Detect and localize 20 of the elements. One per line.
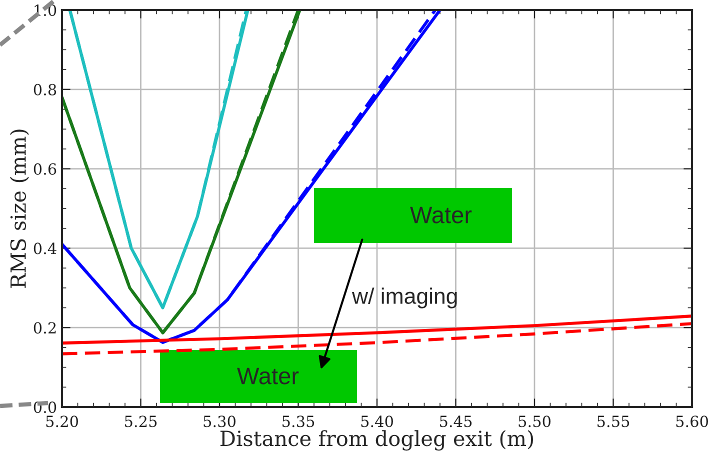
y-tick-label: 0.2 (34, 322, 56, 334)
x-axis-title: Distance from dogleg exit (m) (220, 430, 534, 451)
x-tick-label: 5.25 (125, 416, 157, 428)
y-tick-label: 0.6 (34, 163, 56, 175)
x-tick-label: 5.40 (361, 416, 393, 428)
y-axis-title: RMS size (mm) (10, 130, 29, 288)
x-tick-label: 5.60 (676, 416, 708, 428)
x-tick-label: 5.30 (204, 416, 236, 428)
annotation: Water (410, 206, 472, 224)
y-tick-label: 0.8 (34, 84, 56, 96)
line-series (62, 314, 692, 345)
annotation: Water (237, 368, 299, 384)
x-tick-label: 5.20 (46, 416, 78, 428)
line-series (62, 322, 692, 356)
x-tick-label: 5.45 (440, 416, 472, 428)
y-tick-label: 0.4 (34, 242, 56, 254)
x-tick-label: 5.55 (598, 416, 630, 428)
x-tick-label: 5.50 (518, 416, 550, 428)
annotation: w/ imaging (352, 288, 457, 308)
x-tick-label: 5.35 (282, 416, 314, 428)
